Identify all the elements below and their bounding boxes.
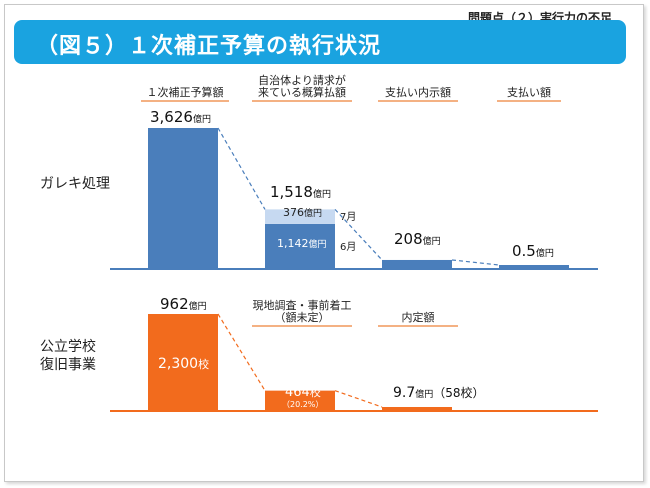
garbage-bar-claim-june bbox=[265, 223, 335, 268]
banner-title: （図５）１次補正予算の執行状況 bbox=[36, 34, 382, 59]
header-survey: 現地調査・事前着工 （額未定） bbox=[252, 300, 352, 327]
school-bar-survey-num: 464 bbox=[285, 385, 310, 400]
header-naiji-text: 支払い内示額 bbox=[385, 86, 451, 99]
garbage-value-naiji-unit: 億円 bbox=[422, 237, 441, 247]
row-label-garbage-text: ガレキ処理 bbox=[40, 176, 110, 192]
garbage-bar-naiji bbox=[382, 259, 452, 268]
header-survey-line1: 現地調査・事前着工 bbox=[252, 299, 352, 312]
header-claim-line1: 自治体より請求が bbox=[258, 74, 346, 87]
header-claim: 自治体より請求が 来ている概算払額 bbox=[252, 75, 352, 102]
school-value-naitei-extra: （58校） bbox=[433, 386, 485, 400]
garbage-stack-july-label: 376億円 bbox=[283, 206, 322, 219]
header-naitei-text: 内定額 bbox=[401, 311, 435, 324]
school-connector-2 bbox=[334, 390, 383, 408]
header-survey-line2: （額未定） bbox=[274, 311, 330, 324]
school-value-budget-yen-unit: 億円 bbox=[188, 302, 207, 312]
row-label-school-line1: 公立学校 bbox=[40, 339, 96, 355]
garbage-bar-paid bbox=[499, 265, 569, 268]
school-bar-budget-label: 2,300校 bbox=[158, 356, 209, 372]
row-label-school-line2: 復旧事業 bbox=[40, 357, 96, 373]
school-connector-1 bbox=[217, 313, 266, 391]
school-bar-survey-percent: （20.2%） bbox=[282, 400, 324, 409]
garbage-bar-claim-july bbox=[265, 209, 335, 224]
garbage-value-paid-unit: 億円 bbox=[535, 249, 554, 259]
garbage-stack-july-unit: 億円 bbox=[304, 209, 323, 219]
header-claim-line2: 来ている概算払額 bbox=[258, 86, 346, 99]
school-bar-naitei bbox=[382, 407, 452, 410]
school-value-naitei: 9.7億円（58校） bbox=[393, 384, 485, 401]
school-bar-budget bbox=[148, 314, 218, 410]
garbage-value-claim-num: 1,518 bbox=[270, 183, 313, 201]
garbage-stack-july-num: 376 bbox=[283, 206, 304, 219]
header-naiji: 支払い内示額 bbox=[378, 87, 458, 102]
garbage-value-budget: 3,626億円 bbox=[150, 108, 211, 126]
school-value-budget-yen: 962億円 bbox=[160, 295, 207, 313]
row-label-garbage: ガレキ処理 bbox=[40, 175, 110, 193]
header-budget-text: １次補正予算額 bbox=[146, 86, 224, 99]
school-value-naitei-unit: 億円 bbox=[415, 390, 434, 400]
school-bar-survey bbox=[265, 390, 335, 410]
garbage-stack-june-label: 1,142億円 bbox=[277, 237, 327, 250]
garbage-value-paid-num: 0.5 bbox=[512, 242, 536, 260]
garbage-stack-june-unit: 億円 bbox=[308, 240, 327, 250]
school-bar-survey-unit: 校 bbox=[309, 386, 321, 399]
garbage-connector-2 bbox=[334, 208, 383, 261]
garbage-value-naiji-num: 208 bbox=[394, 230, 423, 248]
header-budget: １次補正予算額 bbox=[141, 87, 229, 102]
garbage-stack-june-month: 6月 bbox=[340, 242, 357, 253]
school-bar-budget-num: 2,300 bbox=[158, 356, 199, 372]
garbage-stack-june-num: 1,142 bbox=[277, 237, 309, 250]
garbage-stack-july-month: 7月 bbox=[340, 212, 357, 223]
row-label-school: 公立学校 復旧事業 bbox=[40, 338, 96, 374]
school-bar-survey-label: 464校 bbox=[285, 384, 321, 400]
school-bar-budget-unit: 校 bbox=[198, 358, 210, 371]
garbage-value-budget-num: 3,626 bbox=[150, 108, 193, 126]
title-banner: （図５）１次補正予算の執行状況 bbox=[14, 20, 626, 64]
school-value-naitei-num: 9.7 bbox=[393, 385, 416, 401]
garbage-value-claim: 1,518億円 bbox=[270, 183, 331, 201]
garbage-value-budget-unit: 億円 bbox=[192, 115, 211, 125]
garbage-connector-3 bbox=[451, 259, 500, 266]
garbage-value-naiji: 208億円 bbox=[394, 230, 441, 248]
garbage-bar-budget bbox=[148, 128, 218, 268]
header-paid: 支払い額 bbox=[497, 87, 561, 102]
header-paid-text: 支払い額 bbox=[507, 86, 551, 99]
garbage-connector-1 bbox=[217, 127, 266, 210]
header-naitei: 内定額 bbox=[378, 312, 458, 327]
garbage-value-claim-unit: 億円 bbox=[312, 190, 331, 200]
garbage-value-paid: 0.5億円 bbox=[512, 242, 554, 260]
school-value-budget-yen-num: 962 bbox=[160, 295, 189, 313]
